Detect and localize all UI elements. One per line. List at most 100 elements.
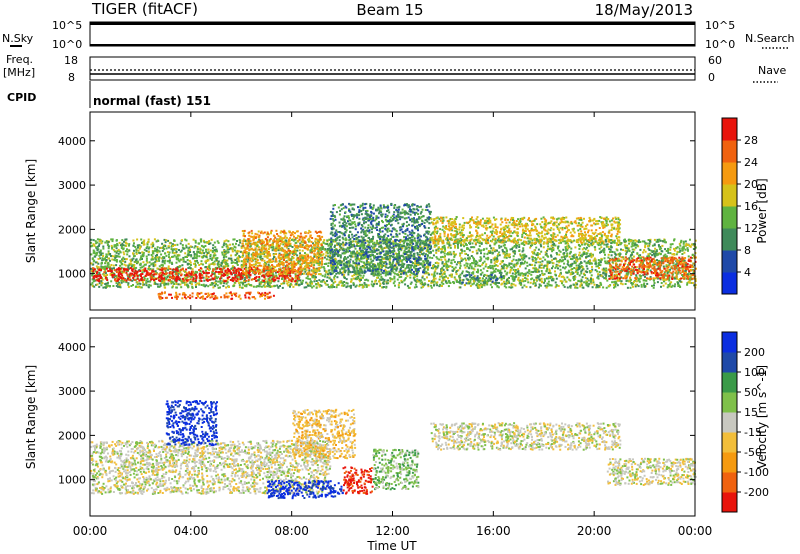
power-scatter-cell (643, 259, 645, 262)
power-scatter-cell (364, 266, 367, 269)
power-scatter-cell (405, 273, 408, 276)
power-scatter-cell (514, 273, 517, 276)
power-scatter-cell (680, 239, 683, 242)
power-scatter-cell (668, 279, 671, 282)
power-scatter-cell (225, 286, 228, 289)
power-scatter-cell (670, 285, 673, 288)
power-scatter-cell (643, 285, 646, 288)
cpid-strip: CPID normal (fast) 151 (7, 81, 211, 108)
power-scatter-cell (518, 282, 521, 285)
power-scatter-cell (433, 273, 436, 276)
power-scatter-cell (440, 285, 443, 287)
power-scatter-cell (679, 241, 682, 244)
power-scatter-cell (317, 282, 320, 284)
power-scatter-cell (365, 278, 368, 281)
power-scatter-cell (259, 258, 262, 261)
power-scatter-cell (614, 252, 617, 255)
power-scatter-cell (479, 277, 482, 280)
power-scatter-cell (692, 262, 695, 265)
power-scatter-cell (225, 255, 228, 258)
power-scatter-cell (401, 247, 404, 250)
power-scatter-cell (113, 244, 116, 247)
power-scatter-cell (318, 253, 320, 255)
power-scatter-cell (565, 271, 567, 274)
power-scatter-cell (668, 270, 671, 273)
power-scatter-cell (285, 239, 288, 242)
power-scatter-cell (315, 280, 318, 282)
power-scatter-cell (561, 239, 564, 242)
power-scatter-cell (603, 247, 606, 250)
power-scatter-cell (487, 250, 490, 252)
power-scatter-cell (415, 281, 418, 284)
power-scatter-cell (432, 249, 435, 252)
power-scatter-cell (489, 239, 492, 242)
power-scatter-cell (278, 260, 281, 262)
power-scatter-cell (90, 241, 93, 244)
power-scatter-cell (537, 248, 540, 251)
power-scatter-cell (513, 249, 516, 252)
power-scatter-cell (616, 244, 619, 246)
power-scatter-cell (452, 252, 455, 255)
power-scatter-cell (194, 256, 197, 259)
power-scatter-cell (470, 277, 473, 279)
power-scatter-cell (334, 274, 337, 277)
power-scatter-cell (164, 241, 167, 244)
power-scatter-cell (217, 286, 220, 289)
power-scatter-cell (431, 257, 434, 259)
power-scatter-cell (152, 252, 155, 255)
power-scatter-cell (98, 254, 101, 257)
power-scatter-cell (156, 267, 159, 270)
power-scatter-cell (485, 263, 488, 266)
power-scatter-cell (472, 272, 475, 275)
power-scatter-cell (418, 280, 420, 283)
power-scatter-cell (579, 284, 582, 287)
power-scatter-cell (289, 244, 292, 247)
power-scatter-cell (112, 285, 115, 287)
power-scatter-cell (459, 254, 462, 257)
power-scatter-cell (577, 266, 580, 269)
power-scatter-cell (355, 278, 358, 281)
power-scatter-cell (602, 250, 605, 253)
power-scatter-cell (237, 278, 240, 281)
power-scatter-cell (187, 286, 190, 289)
power-scatter-cell (566, 276, 569, 279)
power-scatter-cell (513, 252, 516, 255)
power-scatter-cell (261, 268, 264, 271)
power-scatter-cell (643, 249, 646, 252)
power-scatter-cell (92, 263, 95, 266)
power-scatter-cell (214, 250, 217, 253)
power-scatter-cell (151, 256, 154, 259)
power-scatter-cell (406, 244, 409, 247)
power-scatter-cell (434, 262, 437, 264)
power-scatter-cell (639, 277, 642, 280)
power-scatter-cell (122, 251, 125, 254)
power-scatter-cell (122, 280, 125, 283)
power-scatter-cell (121, 270, 124, 273)
power-scatter-cell (148, 261, 151, 264)
power-scatter-cell (113, 267, 115, 270)
power-scatter-cell (119, 264, 122, 267)
power-scatter-cell (649, 276, 652, 278)
power-scatter-cell (90, 270, 93, 272)
power-scatter-cell (425, 238, 428, 241)
power-scatter-cell (318, 241, 320, 244)
power-scatter-cell (165, 239, 168, 242)
power-scatter-cell (663, 278, 666, 281)
power-scatter-cell (399, 246, 402, 249)
power-scatter-cell (376, 248, 378, 251)
power-scatter-cell (635, 275, 638, 278)
power-scatter-cell (576, 273, 579, 275)
power-scatter-cell (210, 238, 213, 241)
power-scatter-cell (310, 281, 313, 283)
power-scatter-cell (658, 252, 661, 255)
power-scatter-cell (111, 246, 113, 249)
power-scatter-cell (328, 238, 331, 241)
power-scatter-cell (658, 245, 660, 248)
power-scatter-cell (90, 262, 93, 265)
power-scatter-cell (654, 247, 657, 250)
power-scatter-cell (361, 276, 364, 279)
power-scatter-cell (577, 243, 580, 246)
power-scatter-cell (471, 283, 474, 286)
power-scatter-cell (178, 279, 181, 282)
power-scatter-cell (519, 263, 522, 266)
